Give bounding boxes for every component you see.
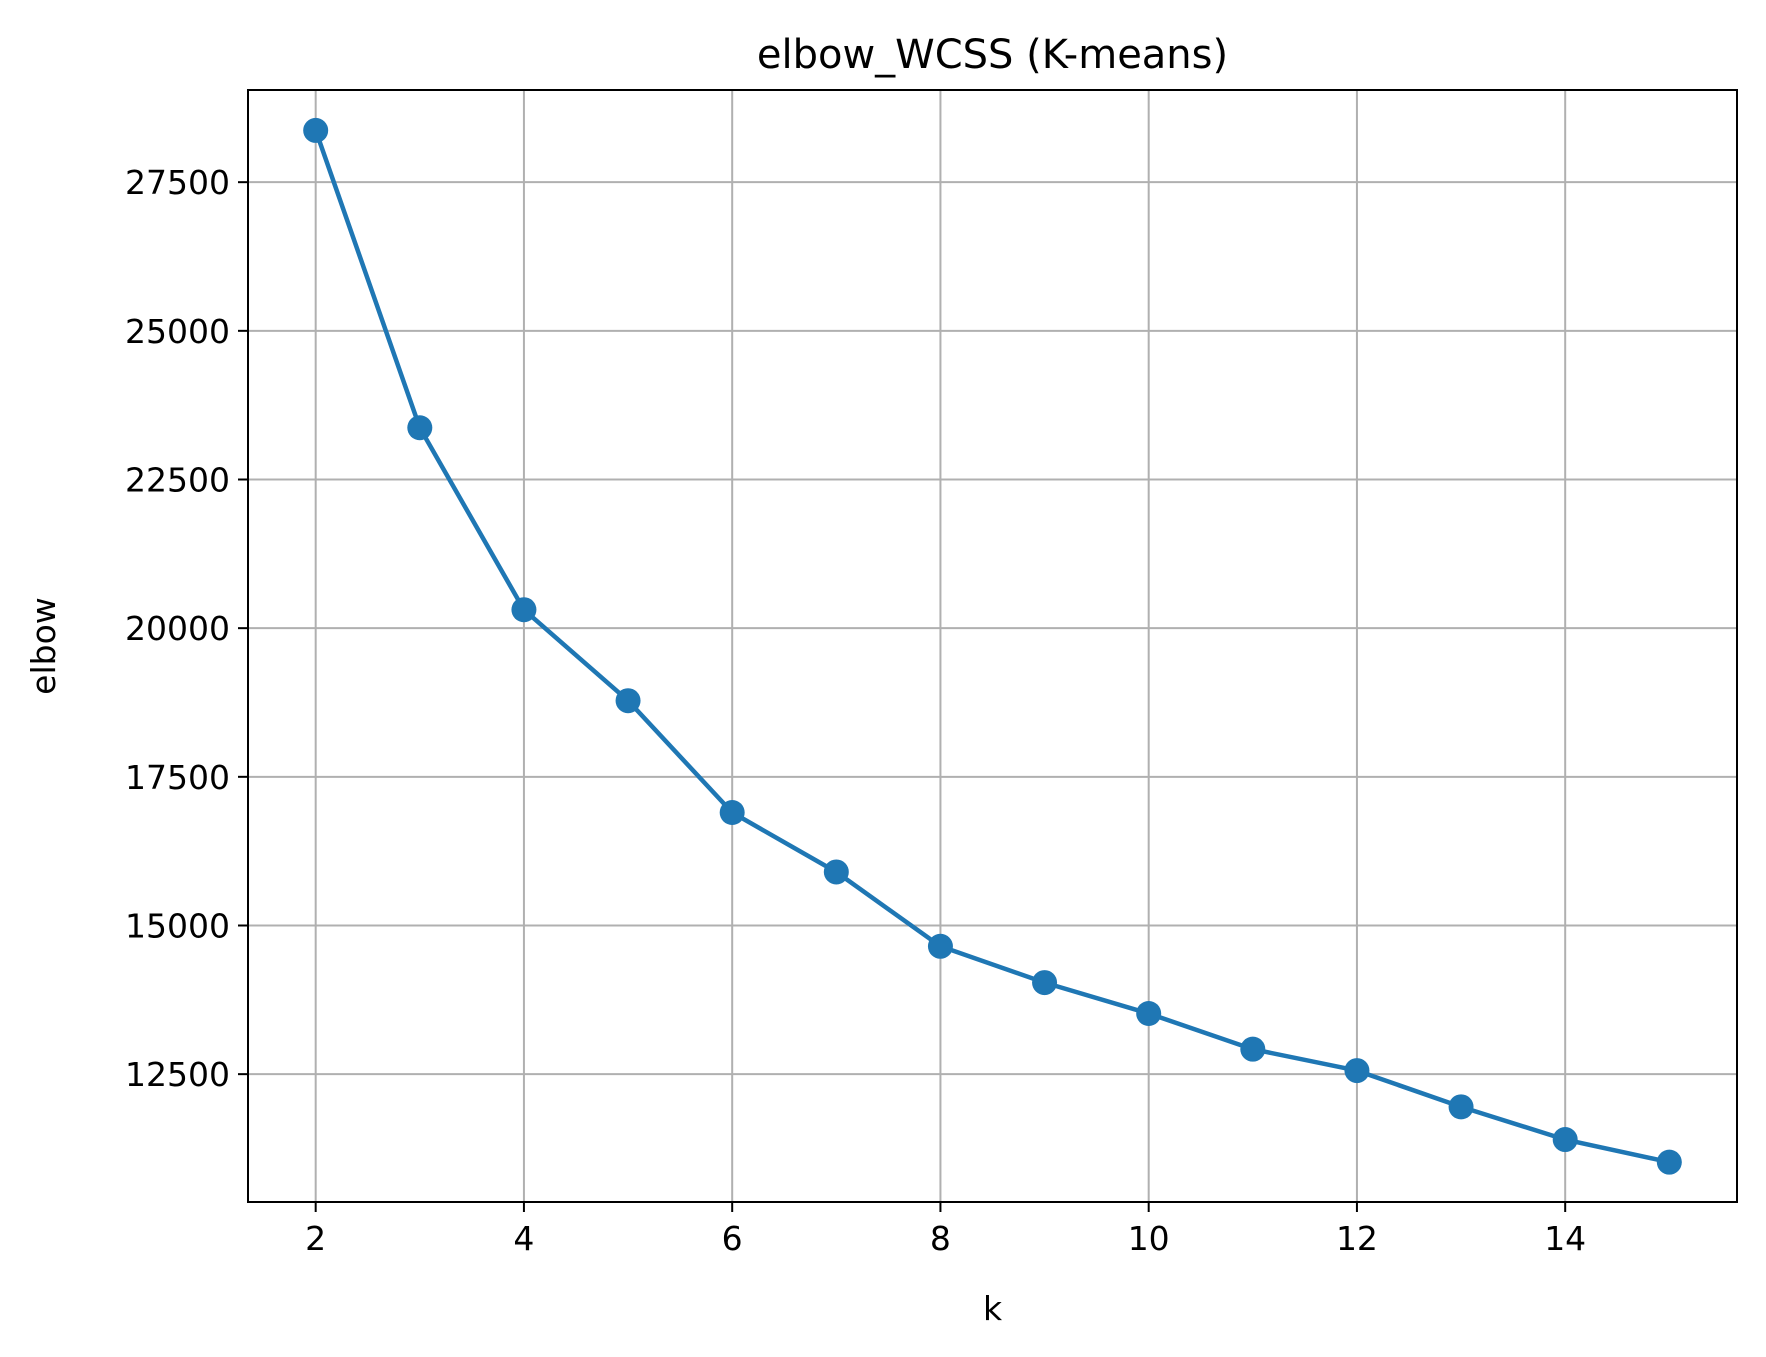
x-tick-label: 12 <box>1336 1219 1378 1258</box>
data-point <box>823 859 849 885</box>
x-tick-label: 8 <box>930 1219 951 1258</box>
data-point <box>1448 1094 1474 1120</box>
data-point <box>407 415 433 441</box>
y-axis-label: elbow <box>24 597 63 695</box>
grid <box>248 90 1737 1202</box>
series-line <box>313 129 1670 1165</box>
data-point <box>1032 970 1058 996</box>
data-point <box>303 117 329 143</box>
y-tick-label: 15000 <box>125 906 230 945</box>
series-layer <box>303 117 1682 1175</box>
data-point <box>1240 1036 1266 1062</box>
axes-frame <box>247 89 1738 1203</box>
chart-title: elbow_WCSS (K-means) <box>757 32 1228 78</box>
y-tick-label: 27500 <box>125 163 230 202</box>
y-tick-label: 25000 <box>125 312 230 351</box>
data-point <box>1136 1000 1162 1026</box>
data-point <box>1344 1058 1370 1084</box>
data-point <box>615 688 641 714</box>
y-tick-label: 22500 <box>125 460 230 499</box>
x-tick-label: 14 <box>1544 1219 1586 1258</box>
y-tick-label: 20000 <box>125 609 230 648</box>
x-tick-label: 4 <box>513 1219 534 1258</box>
data-point <box>1552 1127 1578 1153</box>
data-point <box>511 597 537 623</box>
data-point <box>719 800 745 826</box>
x-axis-label: k <box>983 1289 1003 1328</box>
data-point <box>927 933 953 959</box>
y-tick-label: 12500 <box>125 1055 230 1094</box>
ticks: 2 4 6 8 10 12 14 12500 15000 17500 20000 22500 25000… <box>125 163 1586 1258</box>
y-tick-label: 17500 <box>125 758 230 797</box>
data-point <box>1656 1149 1682 1175</box>
x-tick-label: 10 <box>1128 1219 1170 1258</box>
x-tick-label: 2 <box>305 1219 326 1258</box>
x-tick-label: 6 <box>722 1219 743 1258</box>
